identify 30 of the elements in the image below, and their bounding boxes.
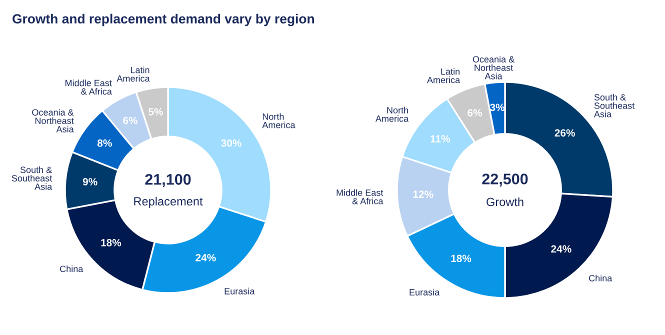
slice-label: Eurasia	[410, 288, 440, 296]
data-label: 18%	[101, 239, 122, 246]
slice-label: South & Southeast Asia	[594, 94, 635, 118]
slice-label: China	[589, 274, 612, 282]
text: Replacement	[134, 196, 203, 208]
slice-label: North America	[262, 113, 296, 128]
data-label: 12%	[413, 190, 434, 198]
slice-label: Middle East & Africa	[336, 189, 384, 204]
slice-label: South & Southeast Asia	[12, 166, 52, 190]
slice-label: North America	[375, 106, 409, 122]
slice-label: Oceania & Northeast Asia	[472, 56, 514, 80]
data-label: 6%	[123, 116, 138, 124]
data-label: 11%	[430, 135, 450, 142]
chart-title: Growth and replacement demand vary by region	[12, 14, 314, 26]
data-label: 26%	[554, 129, 575, 137]
text: Growth	[486, 197, 524, 206]
slice-label: Latin America	[426, 68, 460, 84]
text: 21,100	[145, 174, 191, 188]
slice-label: China	[60, 265, 84, 272]
data-label: 24%	[196, 254, 216, 262]
data-label: 18%	[451, 254, 472, 262]
slice-label: Latin America	[116, 66, 150, 82]
data-label: 30%	[221, 139, 242, 147]
data-label: 24%	[551, 245, 572, 253]
slice-label: Middle East & Africa	[66, 80, 112, 95]
slice-label: Oceania & Northeast Asia	[32, 108, 74, 132]
slice-label: Eurasia	[224, 288, 255, 294]
data-label: 9%	[82, 178, 98, 186]
data-label: 8%	[97, 139, 112, 147]
text: 22,500	[482, 174, 528, 187]
